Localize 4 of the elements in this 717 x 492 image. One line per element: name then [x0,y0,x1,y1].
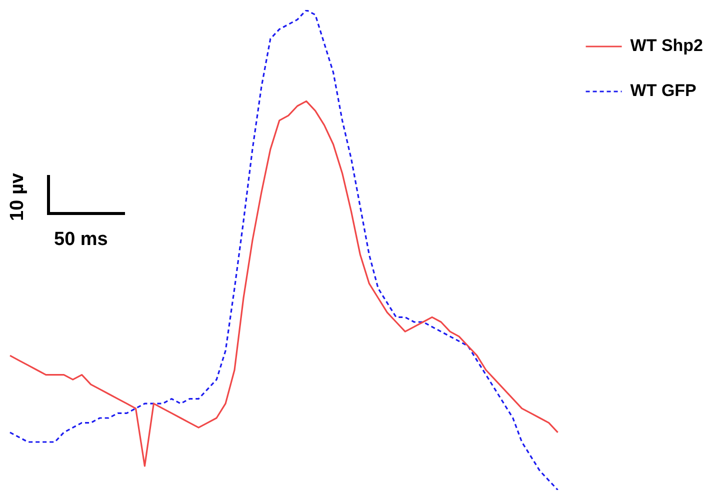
legend-label: WT GFP [630,81,696,100]
annotation: 10 µv [6,173,29,221]
legend-label: WT Shp2 [630,36,704,56]
annotation: 50 ms [54,229,108,251]
